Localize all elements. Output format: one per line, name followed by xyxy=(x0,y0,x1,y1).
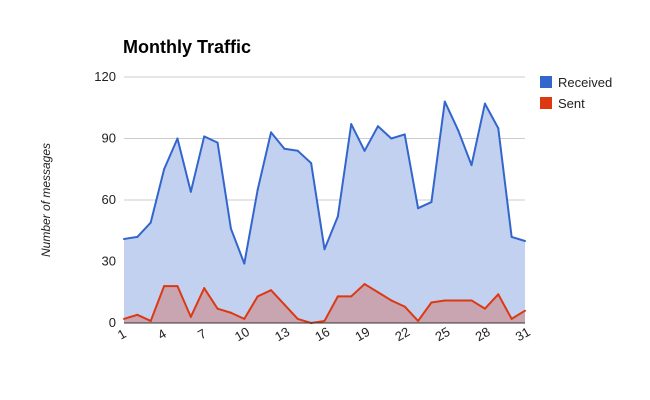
y-axis-ticks: 0 30 60 90 120 xyxy=(94,69,116,330)
data-point-sent xyxy=(163,285,166,288)
data-point-received xyxy=(417,207,420,210)
data-point-sent xyxy=(283,303,286,306)
data-point-received xyxy=(443,100,446,103)
data-point-received xyxy=(457,129,460,132)
data-point-received xyxy=(403,133,406,136)
data-point-received xyxy=(296,149,299,152)
chart-title: Monthly Traffic xyxy=(123,37,251,57)
data-point-received xyxy=(216,141,219,144)
data-point-sent xyxy=(296,317,299,320)
x-tick-label: 4 xyxy=(155,326,169,343)
data-point-received xyxy=(483,102,486,105)
data-point-received xyxy=(123,237,125,240)
y-tick-label: 120 xyxy=(94,69,116,84)
x-tick-label: 19 xyxy=(352,324,372,344)
data-point-received xyxy=(203,135,206,138)
x-tick-label: 1 xyxy=(115,326,129,343)
data-point-sent xyxy=(336,295,339,298)
x-tick-label: 10 xyxy=(232,324,252,344)
data-point-sent xyxy=(417,319,420,322)
data-point-received xyxy=(283,147,286,150)
data-point-received xyxy=(376,125,379,128)
data-point-sent xyxy=(510,317,513,320)
data-point-sent xyxy=(376,291,379,294)
data-point-received xyxy=(510,235,513,238)
data-point-received xyxy=(470,164,473,167)
data-point-sent xyxy=(430,301,433,304)
data-point-sent xyxy=(350,295,353,298)
x-tick-label: 31 xyxy=(513,324,533,344)
y-tick-label: 30 xyxy=(102,254,116,269)
data-point-sent xyxy=(123,317,125,320)
data-point-sent xyxy=(243,317,246,320)
data-point-sent xyxy=(216,307,219,310)
legend-swatch-sent xyxy=(540,97,552,109)
data-point-sent xyxy=(483,307,486,310)
data-point-received xyxy=(524,240,526,242)
data-point-sent xyxy=(470,299,473,302)
data-point-sent xyxy=(403,305,406,308)
area-fills xyxy=(124,101,525,323)
data-point-sent xyxy=(390,299,393,302)
series-lines xyxy=(123,100,526,324)
data-point-sent xyxy=(203,287,206,290)
x-tick-label: 7 xyxy=(195,326,209,343)
x-tick-label: 22 xyxy=(392,324,412,344)
legend: Received Sent xyxy=(540,75,612,111)
data-point-received xyxy=(149,221,152,224)
x-tick-label: 28 xyxy=(473,324,493,344)
data-point-received xyxy=(363,149,366,152)
data-point-received xyxy=(310,162,313,165)
data-point-received xyxy=(163,168,166,171)
data-point-received xyxy=(390,137,393,140)
x-tick-label: 16 xyxy=(312,324,332,344)
x-tick-label: 13 xyxy=(272,324,292,344)
data-point-sent xyxy=(149,319,152,322)
y-tick-label: 60 xyxy=(102,192,116,207)
data-point-sent xyxy=(229,311,232,314)
data-point-received xyxy=(350,123,353,126)
y-tick-label: 0 xyxy=(109,315,116,330)
data-point-received xyxy=(189,190,192,193)
data-point-received xyxy=(497,127,500,130)
data-point-received xyxy=(136,235,139,238)
data-point-received xyxy=(176,137,179,140)
legend-label-sent: Sent xyxy=(558,96,585,111)
data-point-sent xyxy=(497,293,500,296)
data-point-sent xyxy=(323,319,326,322)
data-point-sent xyxy=(363,283,366,286)
data-point-sent xyxy=(256,295,259,298)
data-point-received xyxy=(270,131,273,134)
data-point-sent xyxy=(457,299,460,302)
y-tick-label: 90 xyxy=(102,131,116,146)
x-axis-ticks: 1 4 7 10 13 16 19 22 25 28 31 xyxy=(115,324,533,344)
data-point-received xyxy=(243,262,246,265)
area-received xyxy=(124,101,525,323)
data-point-received xyxy=(229,227,232,230)
legend-swatch-received xyxy=(540,76,552,88)
data-point-sent xyxy=(443,299,446,302)
data-point-sent xyxy=(524,309,526,312)
x-tick-label: 25 xyxy=(433,324,453,344)
data-point-received xyxy=(323,248,326,251)
data-point-received xyxy=(430,201,433,204)
data-point-received xyxy=(336,215,339,218)
data-point-sent xyxy=(270,289,273,292)
data-point-sent xyxy=(189,315,192,318)
data-point-received xyxy=(256,188,259,191)
data-point-sent xyxy=(176,285,179,288)
y-axis-label: Number of messages xyxy=(39,143,53,257)
data-point-sent xyxy=(136,313,139,316)
legend-label-received: Received xyxy=(558,75,612,90)
